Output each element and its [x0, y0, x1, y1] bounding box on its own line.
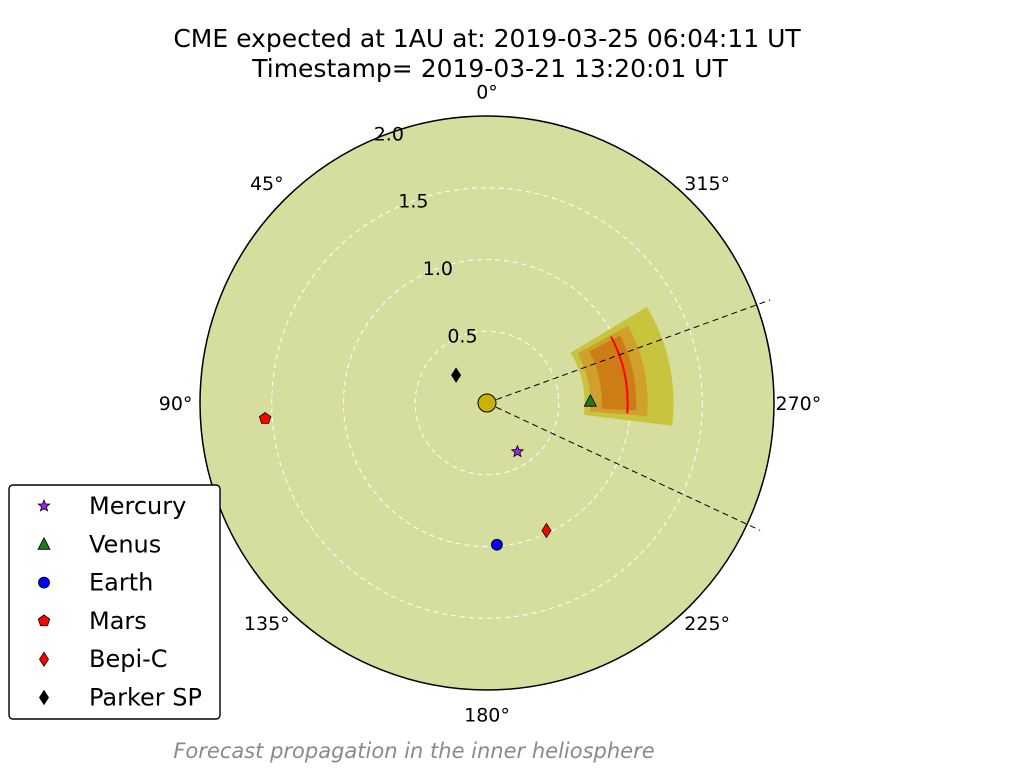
figure-caption: Forecast propagation in the inner helios… — [173, 739, 654, 763]
marker-parker-sp — [451, 367, 462, 383]
marker-venus — [583, 393, 597, 407]
chart-title: CME expected at 1AU at: 2019-03-25 06:04… — [173, 24, 801, 83]
theta-tick-0: 0° — [476, 82, 498, 104]
cme-boundary-lines — [486, 299, 771, 531]
marker-earth — [491, 538, 503, 551]
legend-marker-earth — [38, 576, 50, 589]
marker-bepi-c — [541, 522, 552, 539]
marker-mars — [258, 412, 272, 424]
title-line-cme-arrival: CME expected at 1AU at: 2019-03-25 06:04… — [173, 24, 801, 53]
plot-border — [199, 115, 775, 691]
cme-front-arc — [610, 336, 629, 414]
r-tick-0-5: 0.5 — [447, 326, 477, 348]
legend-marker-bepi-c — [39, 651, 49, 667]
legend-marker-venus — [37, 536, 51, 550]
boundary-line-1 — [486, 299, 771, 404]
legend-box — [8, 484, 221, 720]
grid-circle-1-5 — [271, 187, 703, 619]
legend-label-mercury: Mercury — [89, 492, 186, 520]
r-tick-1-0: 1.0 — [423, 258, 453, 280]
legend-marker-mercury — [37, 498, 51, 512]
legend-items: Mercury Venus Earth Mars Bepi-C Parker SP — [37, 492, 202, 712]
radial-tick-labels: 0.5 1.0 1.5 2.0 — [374, 123, 478, 347]
legend-marker-parker-sp — [39, 689, 49, 706]
theta-tick-180: 180° — [464, 704, 510, 726]
body-markers — [258, 367, 597, 551]
legend: Mercury Venus Earth Mars Bepi-C Parker SP — [8, 484, 221, 720]
theta-tick-270: 270° — [776, 393, 822, 415]
r-tick-2-0: 2.0 — [374, 123, 404, 145]
theta-tick-45: 45° — [250, 173, 284, 195]
title-line-timestamp: Timestamp= 2019-03-21 13:20:01 UT — [251, 54, 728, 83]
legend-label-parker-sp: Parker SP — [89, 684, 202, 712]
sun-marker-group — [477, 393, 497, 413]
legend-label-earth: Earth — [89, 569, 153, 597]
theta-tick-135: 135° — [244, 613, 290, 635]
sun-marker — [477, 393, 497, 413]
angle-tick-labels: 0° 45° 90° 135° 180° 225° 270° 315° — [159, 82, 822, 727]
marker-mercury — [510, 444, 525, 458]
theta-tick-225: 225° — [684, 613, 730, 635]
legend-marker-mars — [37, 614, 51, 627]
polar-plot-area: 0.5 1.0 1.5 2.0 0° 45° 90° 135° 180° 225° 270° 315… — [159, 82, 822, 727]
r-tick-1-5: 1.5 — [398, 191, 428, 213]
theta-tick-315: 315° — [684, 173, 730, 195]
grid-circle-0-5 — [414, 330, 560, 476]
legend-label-mars: Mars — [89, 607, 147, 635]
legend-label-bepi-c: Bepi-C — [89, 645, 168, 673]
theta-tick-90: 90° — [159, 393, 193, 415]
cme-cone — [570, 306, 674, 426]
boundary-line-2 — [486, 402, 761, 531]
cme-inner-band — [589, 335, 637, 411]
legend-label-venus: Venus — [89, 530, 161, 558]
